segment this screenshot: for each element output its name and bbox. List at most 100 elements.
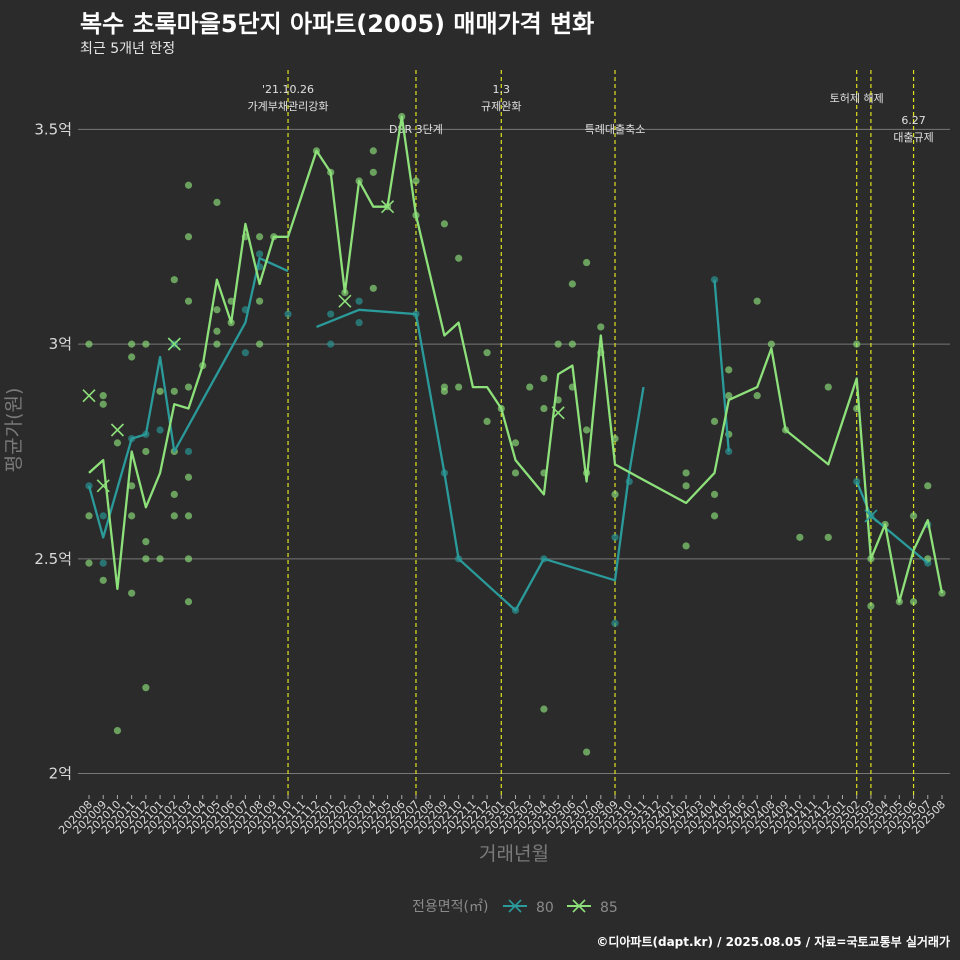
x-mark-85 bbox=[82, 389, 96, 403]
data-point-85 bbox=[213, 198, 221, 207]
data-point-85 bbox=[540, 374, 548, 383]
legend-label-85: 85 bbox=[600, 900, 618, 916]
x-mark-85 bbox=[380, 200, 395, 214]
data-point-85 bbox=[568, 340, 576, 348]
data-point-85 bbox=[128, 482, 136, 490]
data-point-80 bbox=[256, 250, 264, 258]
data-point-85 bbox=[184, 233, 193, 241]
data-point-85 bbox=[440, 220, 449, 228]
data-point-85 bbox=[184, 598, 193, 606]
data-point-85 bbox=[753, 392, 761, 400]
x-mark-85 bbox=[167, 337, 181, 351]
x-mark-80 bbox=[864, 509, 878, 523]
y-tick-label: 2억 bbox=[49, 765, 72, 783]
x-mark-85 bbox=[110, 423, 124, 437]
data-point-85 bbox=[440, 387, 449, 395]
data-point-85 bbox=[99, 576, 107, 584]
data-point-85 bbox=[256, 297, 264, 305]
data-point-85 bbox=[85, 512, 93, 520]
average-price-lines bbox=[87, 115, 944, 612]
data-point-80 bbox=[156, 426, 164, 434]
series-line-80 bbox=[87, 257, 289, 539]
legend-key-mark-85 bbox=[572, 899, 586, 913]
data-point-85 bbox=[710, 490, 719, 499]
data-point-85 bbox=[824, 533, 832, 541]
data-point-80 bbox=[355, 297, 363, 305]
data-point-80 bbox=[327, 310, 335, 318]
data-point-85 bbox=[412, 177, 420, 185]
cancelled-trade-marks bbox=[82, 200, 878, 523]
data-point-85 bbox=[184, 473, 193, 481]
data-point-85 bbox=[710, 417, 719, 426]
data-point-85 bbox=[483, 349, 491, 357]
data-point-85 bbox=[128, 353, 136, 361]
data-point-85 bbox=[909, 512, 918, 520]
data-point-85 bbox=[582, 748, 591, 756]
series-line-85 bbox=[88, 115, 944, 603]
data-point-85 bbox=[582, 426, 591, 434]
data-point-85 bbox=[526, 383, 534, 391]
x-mark-85 bbox=[551, 406, 565, 420]
data-point-85 bbox=[170, 387, 178, 395]
data-point-85 bbox=[184, 181, 193, 189]
data-point-85 bbox=[554, 340, 562, 348]
data-point-85 bbox=[753, 297, 761, 305]
data-point-85 bbox=[142, 340, 150, 348]
data-point-85 bbox=[113, 726, 122, 735]
series-line-80 bbox=[713, 279, 730, 452]
y-tick-label: 2.5억 bbox=[34, 550, 72, 568]
data-point-85 bbox=[725, 392, 733, 400]
data-point-85 bbox=[184, 383, 193, 391]
data-point-85 bbox=[170, 490, 178, 499]
data-point-85 bbox=[924, 482, 932, 490]
legend-key-mark-80 bbox=[508, 899, 522, 913]
data-point-85 bbox=[483, 417, 491, 426]
data-point-85 bbox=[156, 555, 164, 563]
data-point-85 bbox=[99, 400, 107, 408]
data-point-80 bbox=[99, 512, 107, 520]
event-name-label: 대출규제 bbox=[893, 131, 933, 144]
data-point-85 bbox=[213, 306, 221, 314]
data-point-85 bbox=[511, 439, 520, 447]
data-point-85 bbox=[184, 297, 193, 305]
data-point-85 bbox=[128, 589, 136, 597]
data-point-80 bbox=[241, 349, 249, 357]
event-name-label: 가계부채관리강화 bbox=[248, 100, 329, 113]
data-point-85 bbox=[369, 168, 377, 176]
data-point-85 bbox=[184, 512, 193, 520]
event-date-label: '21.10.26 bbox=[262, 83, 314, 96]
event-name-label: 토허제 해제 bbox=[830, 91, 884, 105]
data-point-85 bbox=[85, 559, 93, 567]
chart-title: 복수 초록마을5단지 아파트(2005) 매매가격 변화 bbox=[80, 10, 595, 38]
legend-label-80: 80 bbox=[536, 900, 554, 916]
data-point-85 bbox=[128, 340, 136, 348]
data-point-85 bbox=[597, 323, 605, 331]
data-point-85 bbox=[256, 340, 264, 348]
data-point-85 bbox=[909, 598, 918, 606]
data-point-85 bbox=[682, 542, 690, 550]
data-point-85 bbox=[156, 387, 164, 395]
data-point-85 bbox=[142, 538, 150, 546]
data-point-85 bbox=[85, 340, 93, 348]
data-point-85 bbox=[540, 404, 548, 413]
data-point-85 bbox=[682, 482, 690, 490]
data-point-85 bbox=[113, 439, 122, 447]
data-point-85 bbox=[170, 276, 178, 284]
data-point-85 bbox=[867, 602, 875, 610]
data-point-85 bbox=[369, 284, 377, 292]
data-point-85 bbox=[99, 392, 107, 400]
data-point-85 bbox=[824, 383, 832, 391]
event-name-label: DSR 3단계 bbox=[389, 123, 443, 136]
data-point-85 bbox=[611, 490, 619, 499]
chart-subtitle: 최근 5개년 한정 bbox=[80, 41, 176, 57]
data-point-85 bbox=[213, 340, 221, 348]
data-point-85 bbox=[142, 684, 150, 692]
data-point-85 bbox=[170, 512, 178, 520]
data-point-85 bbox=[455, 383, 463, 391]
source-caption: ©디아파트(dapt.kr) / 2025.08.05 / 자료=국토교통부 실… bbox=[596, 935, 950, 949]
x-mark-85 bbox=[338, 294, 352, 308]
x-mark-85 bbox=[96, 479, 110, 493]
data-point-85 bbox=[796, 533, 804, 541]
legend-title: 전용면적(㎡) bbox=[412, 899, 488, 915]
